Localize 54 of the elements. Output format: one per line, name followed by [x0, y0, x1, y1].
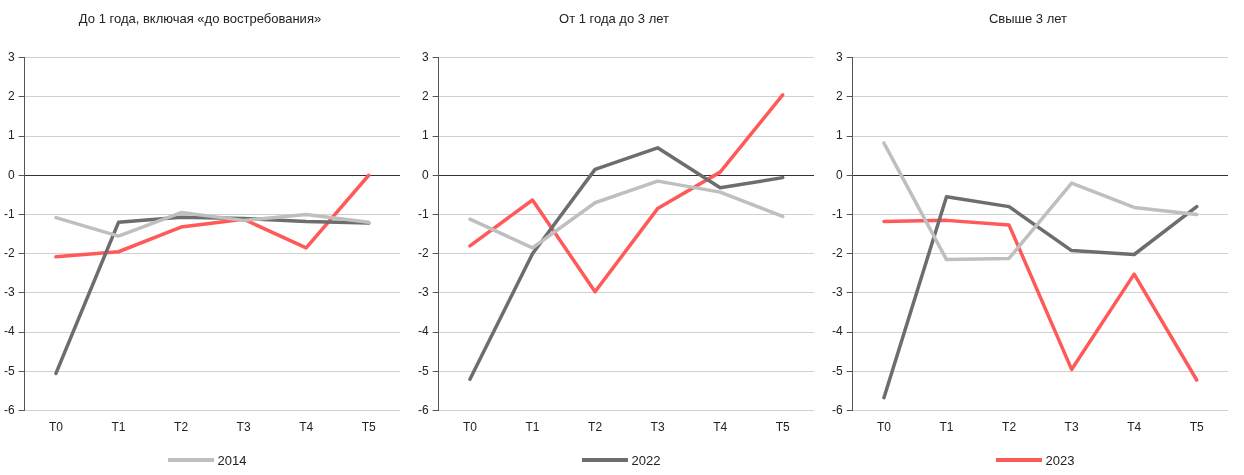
x-tick-label: T1 — [525, 420, 540, 435]
x-tick-label: T0 — [462, 420, 478, 435]
legend-label: 2014 — [217, 452, 247, 468]
y-tick-label: -6 — [832, 402, 843, 417]
x-tick-label: T4 — [1127, 420, 1142, 435]
x-tick-label: T3 — [1064, 420, 1079, 435]
y-tick-label: 1 — [7, 128, 15, 143]
y-tick-label: 1 — [421, 128, 429, 143]
x-tick-label: T2 — [174, 420, 189, 435]
legend-label: 2023 — [1045, 452, 1075, 468]
x-tick-label: T4 — [299, 420, 314, 435]
x-tick-label: T3 — [236, 420, 251, 435]
y-tick-label: -4 — [832, 324, 843, 339]
y-tick-label: -6 — [4, 402, 15, 417]
y-tick-label: -4 — [418, 324, 429, 339]
y-tick-label: 2 — [835, 89, 843, 104]
legend-label: 2022 — [631, 452, 661, 468]
x-tick-label: T4 — [713, 420, 728, 435]
y-tick-label: 0 — [835, 167, 843, 182]
y-tick-label: 0 — [421, 167, 429, 182]
y-tick-label: -3 — [418, 285, 429, 300]
x-tick-label: T0 — [876, 420, 892, 435]
y-tick-label: -2 — [418, 246, 429, 261]
y-tick-label: -4 — [4, 324, 15, 339]
y-tick-label: -6 — [418, 402, 429, 417]
chart-title: От 1 года до 3 лет — [559, 11, 670, 27]
chart-title: Свыше 3 лет — [988, 11, 1068, 27]
y-tick-label: 2 — [7, 89, 15, 104]
y-tick-label: 3 — [7, 49, 15, 64]
x-tick-label: T2 — [588, 420, 603, 435]
y-tick-label: -5 — [832, 363, 843, 378]
x-tick-label: T5 — [361, 420, 377, 435]
y-tick-label: -3 — [832, 285, 843, 300]
x-tick-label: T1 — [111, 420, 126, 435]
y-tick-label: 0 — [7, 167, 15, 182]
y-tick-label: -3 — [4, 285, 15, 300]
y-tick-label: -1 — [418, 206, 429, 221]
x-tick-label: T3 — [650, 420, 665, 435]
y-tick-label: 1 — [835, 128, 843, 143]
y-tick-label: 3 — [835, 49, 843, 64]
y-tick-label: 3 — [421, 49, 429, 64]
y-tick-label: -5 — [418, 363, 429, 378]
y-tick-label: -2 — [4, 246, 15, 261]
x-tick-label: T2 — [1002, 420, 1017, 435]
y-tick-label: 2 — [421, 89, 429, 104]
x-tick-label: T1 — [939, 420, 954, 435]
y-tick-label: -1 — [4, 206, 15, 221]
x-tick-label: T5 — [1189, 420, 1205, 435]
y-tick-label: -5 — [4, 363, 15, 378]
y-tick-label: -2 — [832, 246, 843, 261]
chart-title: До 1 года, включая «до востребования» — [78, 11, 322, 27]
x-tick-label: T0 — [48, 420, 64, 435]
x-tick-label: T5 — [775, 420, 791, 435]
y-tick-label: -1 — [832, 206, 843, 221]
